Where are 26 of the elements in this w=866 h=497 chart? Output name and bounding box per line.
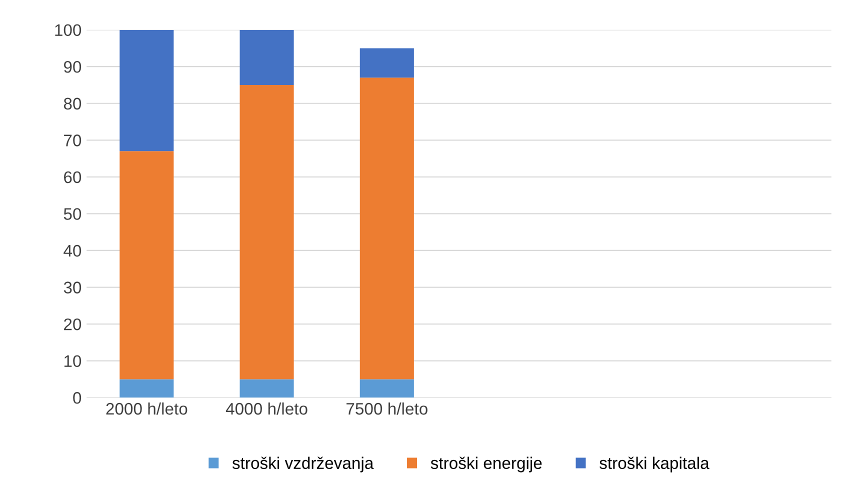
bar: [240, 30, 294, 85]
y-tick-label: 50: [64, 208, 82, 220]
bar: [120, 151, 174, 380]
legend-label: stroški vzdrževanja: [232, 456, 374, 472]
bar: [360, 78, 414, 380]
x-tick-label: 7500 h/leto: [346, 402, 428, 415]
y-tick-label: 30: [64, 282, 82, 294]
y-tick-label: 90: [64, 61, 82, 73]
bar: [360, 379, 414, 398]
y-tick-label: 0: [73, 392, 82, 404]
y-tick-label: 70: [64, 134, 82, 146]
bar: [240, 379, 294, 398]
bar: [120, 30, 174, 152]
legend-label: stroški energije: [430, 456, 542, 472]
y-tick-label: 40: [64, 244, 82, 257]
bar: [360, 48, 414, 78]
y-tick-label: 20: [64, 318, 82, 330]
x-tick-label: 4000 h/leto: [226, 402, 308, 415]
y-tick-label: 100: [55, 24, 82, 36]
y-tick-label: 80: [64, 98, 82, 110]
x-tick-label: 2000 h/leto: [106, 402, 188, 415]
y-tick-label: 10: [64, 355, 82, 368]
legend-label: stroški kapitala: [600, 456, 710, 472]
bar: [120, 379, 174, 398]
y-tick-label: 60: [64, 171, 82, 184]
bar: [240, 84, 294, 380]
